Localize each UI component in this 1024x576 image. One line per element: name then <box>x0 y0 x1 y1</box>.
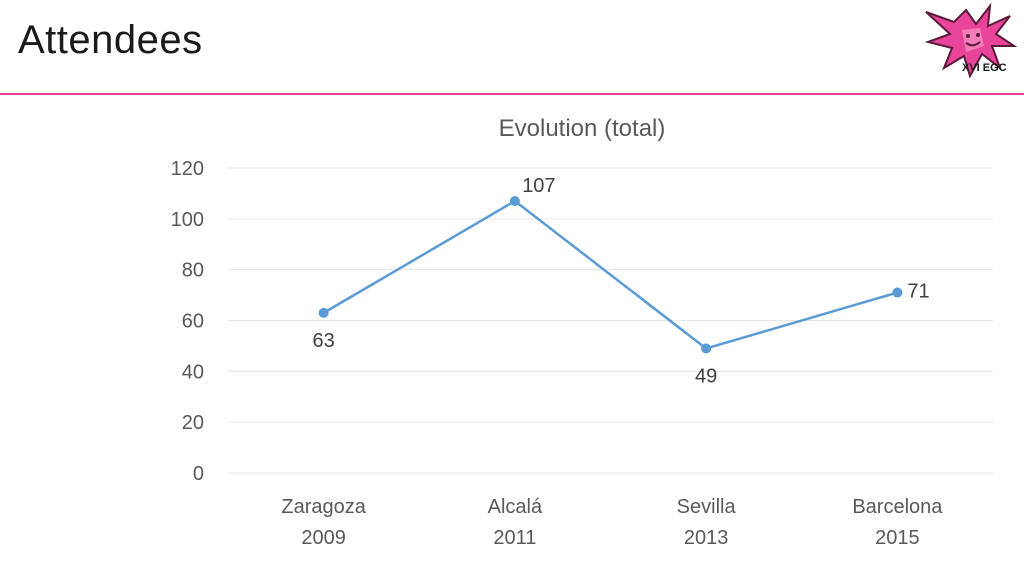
y-tick-label: 60 <box>182 311 204 333</box>
data-label: 49 <box>695 365 717 387</box>
series-line <box>322 199 898 350</box>
data-point <box>892 287 903 298</box>
egc-logo-icon <box>924 2 1018 79</box>
chart-title: Evolution (total) <box>499 115 666 142</box>
data-label: 71 <box>907 281 929 303</box>
x-tick-label: Alcalá 2011 <box>488 496 543 549</box>
y-tick-label: 100 <box>171 209 204 231</box>
data-point <box>701 343 712 354</box>
x-tick-label: Barcelona 2015 <box>852 496 943 549</box>
data-point <box>509 196 520 207</box>
line-chart: Evolution (total) 0 20 40 60 80 100 120 Zarago… <box>171 115 993 549</box>
logo-text: XVI EGC <box>962 62 1007 74</box>
y-tick-label: 20 <box>182 412 204 434</box>
y-tick-label: 40 <box>182 361 204 383</box>
data-labels: 63 107 49 71 <box>313 175 930 387</box>
x-tick-label: Sevilla 2013 <box>677 496 737 549</box>
series-points <box>318 196 903 354</box>
y-tick-label: 80 <box>182 260 204 282</box>
y-axis-ticks: 0 20 40 60 80 100 120 <box>171 158 204 485</box>
data-label: 63 <box>313 330 335 352</box>
x-axis-ticks: Zaragoza 2009 Alcalá 2011 Sevilla 2013 Barcelo… <box>281 496 943 549</box>
series-lines <box>322 199 898 350</box>
y-tick-label: 120 <box>171 158 204 180</box>
slide-title: Attendees <box>18 18 203 62</box>
data-label: 107 <box>522 175 555 197</box>
x-tick-label: Zaragoza 2009 <box>281 496 366 549</box>
data-point <box>318 307 329 318</box>
y-tick-label: 0 <box>193 463 204 485</box>
gridlines <box>228 167 993 474</box>
header-divider <box>0 93 1024 95</box>
